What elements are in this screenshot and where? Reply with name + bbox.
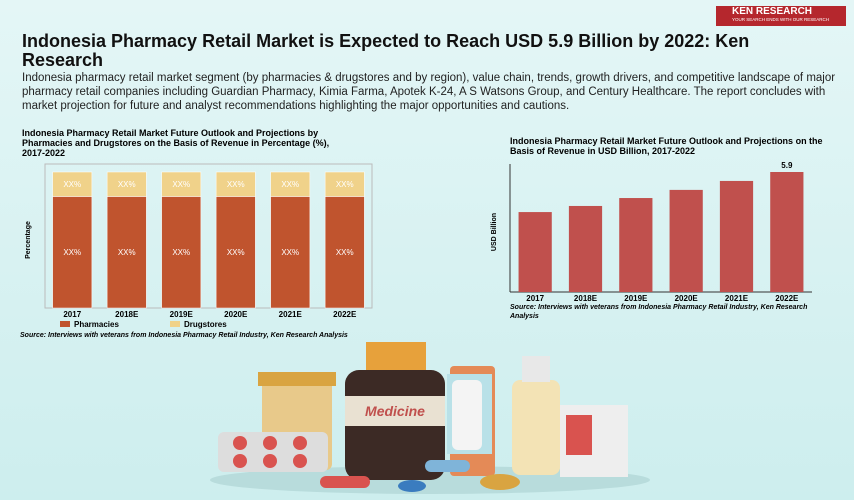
x-tick-label: 2017 (63, 310, 81, 319)
data-label: XX% (227, 248, 245, 257)
y-axis-label: USD Billion (491, 213, 498, 251)
x-tick-label: 2021E (279, 310, 303, 319)
data-label: XX% (336, 248, 354, 257)
x-tick-label: 2021E (725, 294, 749, 303)
bar (619, 198, 653, 292)
medicine-label: Medicine (365, 403, 425, 419)
bar-segment (215, 196, 256, 309)
brand-logo: KEN RESEARCH YOUR SEARCH ENDS WITH OUR R… (716, 6, 846, 26)
legend-swatch (60, 321, 70, 327)
x-tick-label: 2022E (333, 310, 357, 319)
tagline: YOUR SEARCH ENDS WITH OUR RESEARCH (732, 17, 830, 22)
data-label: XX% (281, 248, 299, 257)
bar (568, 205, 603, 292)
bar (770, 172, 804, 292)
plot-area (44, 163, 373, 309)
data-label: XX% (172, 248, 190, 257)
data-label: XX% (172, 180, 190, 189)
bar-segment (324, 171, 365, 197)
source: Source: Interviews with veterans from In… (510, 304, 808, 320)
y-axis-label: Percentage (25, 221, 32, 259)
bar-segment (106, 171, 147, 197)
data-label: XX% (118, 248, 136, 257)
illustration: Medicine (210, 342, 650, 494)
bar-segment (161, 171, 202, 197)
x-tick-label: 2019E (624, 294, 648, 303)
source: Source: Interviews with veterans from In… (20, 332, 348, 339)
legend-label: Pharmacies (74, 320, 119, 329)
bar-segment (215, 171, 256, 197)
bar-segment (161, 196, 202, 309)
x-tick-label: 2020E (675, 294, 699, 303)
chart-title: Indonesia Pharmacy Retail Market Future … (22, 128, 330, 158)
title: Indonesia Pharmacy Retail Market is Expe… (22, 31, 750, 70)
bar (669, 189, 703, 292)
data-label: XX% (281, 180, 299, 189)
bar-segment (270, 196, 311, 309)
brand: KEN RESEARCH (732, 6, 813, 17)
description: Indonesia pharmacy retail market segment… (22, 72, 836, 112)
chart-title: Indonesia Pharmacy Retail Market Future … (510, 136, 823, 156)
x-tick-label: 2020E (224, 310, 248, 319)
x-tick-label: 2022E (775, 294, 799, 303)
bar-segment (52, 196, 93, 309)
legend-swatch (170, 321, 180, 327)
x-tick-label: 2018E (574, 294, 598, 303)
bar (719, 180, 754, 292)
bar-segment (52, 171, 93, 197)
bar (518, 212, 552, 292)
bar-segment (270, 171, 311, 197)
data-label: XX% (227, 180, 245, 189)
bar-segment (324, 196, 365, 309)
bar-segment (106, 196, 147, 309)
x-tick-label: 2017 (526, 294, 544, 303)
data-label: XX% (63, 180, 81, 189)
x-tick-label: 2018E (115, 310, 139, 319)
data-label: XX% (63, 248, 81, 257)
data-label: XX% (118, 180, 136, 189)
data-label: XX% (336, 180, 354, 189)
x-tick-label: 2019E (170, 310, 194, 319)
legend-label: Drugstores (184, 320, 227, 329)
data-label: 5.9 (781, 161, 793, 170)
